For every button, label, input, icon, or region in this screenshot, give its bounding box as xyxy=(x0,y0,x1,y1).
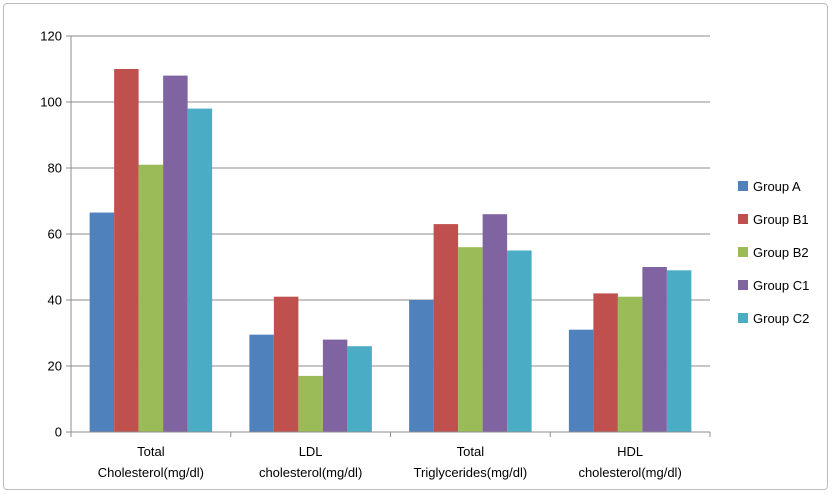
x-tick-label: Cholesterol(mg/dl) xyxy=(98,465,204,480)
legend-swatch xyxy=(738,313,748,323)
bar-group-b2 xyxy=(138,164,164,432)
bar-group-a xyxy=(249,334,274,432)
legend-label: Group B1 xyxy=(753,212,809,227)
legend-label: Group C2 xyxy=(753,311,809,326)
legend-swatch xyxy=(738,214,748,224)
x-tick-label: Total xyxy=(457,444,485,459)
bar-group-b1 xyxy=(273,296,299,432)
bar-group-c2 xyxy=(666,270,692,432)
bar-group-c1 xyxy=(482,214,508,432)
y-tick-label: 20 xyxy=(48,359,62,374)
bar-group-b1 xyxy=(114,69,139,432)
bar-group-b2 xyxy=(458,247,483,432)
y-tick-label: 80 xyxy=(48,161,62,176)
y-tick-label: 120 xyxy=(40,29,62,44)
legend-swatch xyxy=(738,181,748,191)
x-tick-label: cholesterol(mg/dl) xyxy=(259,465,362,480)
legend-label: Group C1 xyxy=(753,278,809,293)
bar-group-a xyxy=(568,329,594,432)
legend-swatch xyxy=(738,247,748,257)
bar-group-b1 xyxy=(433,224,459,432)
bar-group-a xyxy=(409,300,434,432)
y-tick-label: 40 xyxy=(48,293,62,308)
y-axis-ticks: 0 20 40 60 80 100 120 xyxy=(40,29,71,440)
y-tick-label: 60 xyxy=(48,227,62,242)
legend-label: Group B2 xyxy=(753,245,809,260)
legend: Group A Group B1 Group B2 Group C1 Group C2 xyxy=(738,179,809,326)
bar-group-b2 xyxy=(617,296,643,432)
y-tick-label: 100 xyxy=(40,95,62,110)
bar-group-a xyxy=(89,212,115,432)
x-tick-label: Triglycerides(mg/dl) xyxy=(414,465,528,480)
bar-group-c2 xyxy=(187,108,213,432)
bar-group-c1 xyxy=(642,267,667,432)
y-tick-label: 0 xyxy=(55,425,62,440)
legend-swatch xyxy=(738,280,748,290)
bar-group-c1 xyxy=(163,75,188,432)
x-tick-label: LDL xyxy=(299,444,323,459)
bar-group-b2 xyxy=(298,375,323,432)
bar-group-c1 xyxy=(322,339,348,432)
bar-group-c2 xyxy=(507,250,532,432)
x-tick-label: cholesterol(mg/dl) xyxy=(578,465,681,480)
bar-group-c2 xyxy=(347,346,372,432)
x-tick-label: HDL xyxy=(617,444,643,459)
x-tick-label: Total xyxy=(137,444,165,459)
bar-group-b1 xyxy=(593,293,618,432)
bars xyxy=(89,69,692,432)
x-axis-labels: Total Cholesterol(mg/dl) LDL cholesterol(mg… xyxy=(98,444,682,480)
legend-label: Group A xyxy=(753,179,801,194)
